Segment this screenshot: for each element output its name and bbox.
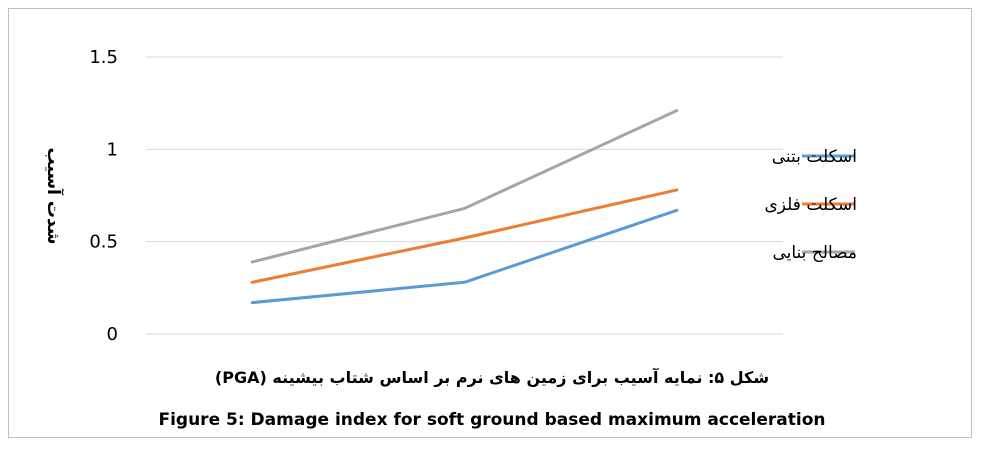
series-line-0 [250,208,679,305]
y-tick-label: 0 [107,324,118,345]
y-tick-label: 1 [107,139,118,160]
chart-frame [8,8,972,438]
series-line-2 [250,109,679,264]
series-lines [250,109,679,305]
legend: اسکلت بتنی اسکلت فلزی مصالح بنایی [764,147,857,263]
y-axis-ticks: 0 0.5 1 1.5 [89,47,118,345]
gridlines [146,56,783,335]
figure-caption-english: Figure 5: Damage index for soft ground b… [158,410,826,430]
legend-label-1: اسکلت فلزی [764,195,857,215]
y-axis-label: شدت آسیب [43,147,65,244]
y-tick-label: 1.5 [89,47,118,68]
series-line-1 [250,188,679,284]
figure-caption-persian: شکل ۵: نمایه آسیب برای زمین های نرم بر ا… [214,368,770,387]
legend-label-2: مصالح بنایی [772,243,857,263]
y-tick-label: 0.5 [89,232,118,253]
legend-label-0: اسکلت بتنی [772,147,857,167]
